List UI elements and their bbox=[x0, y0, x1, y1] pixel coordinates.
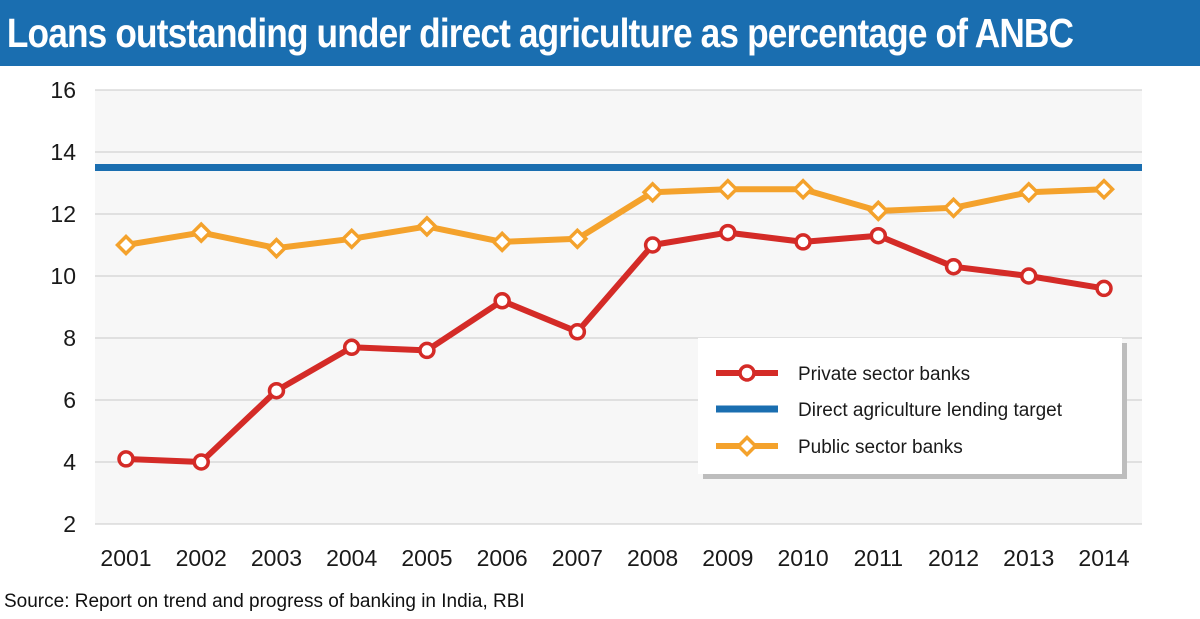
x-tick-label-2011: 2011 bbox=[854, 545, 903, 571]
legend-label-target: Direct agriculture lending target bbox=[798, 400, 1063, 421]
data-point-public-2002 bbox=[190, 221, 213, 244]
line-chart: 16 14 12 10 8 6 4 2 2001 2002 2003 2004 2005 2006 2007… bbox=[50, 77, 1142, 571]
data-point-public-2007 bbox=[566, 227, 589, 250]
source-note: Source: Report on trend and progress of … bbox=[4, 591, 525, 612]
data-point-public-2014 bbox=[1093, 178, 1115, 201]
y-tick-label-16: 16 bbox=[50, 77, 76, 103]
x-tick-label-2007: 2007 bbox=[552, 545, 603, 571]
data-point-private-2006 bbox=[493, 292, 511, 310]
data-point-private-2010 bbox=[794, 233, 812, 251]
legend-marker-public bbox=[736, 435, 758, 457]
data-point-public-2010 bbox=[792, 178, 815, 201]
data-point-public-2005 bbox=[415, 215, 438, 238]
data-point-public-2013 bbox=[1017, 181, 1040, 204]
x-tick-label-2012: 2012 bbox=[928, 545, 979, 571]
data-point-public-2003 bbox=[265, 237, 288, 260]
title-bar: Loans outstanding under direct agricultu… bbox=[0, 0, 1200, 66]
data-point-private-2002 bbox=[192, 453, 210, 471]
y-tick-label-6: 6 bbox=[63, 387, 76, 413]
data-point-public-2008 bbox=[641, 181, 664, 204]
x-tick-label-2010: 2010 bbox=[777, 545, 828, 571]
data-point-public-2006 bbox=[491, 230, 514, 253]
data-point-private-2014 bbox=[1095, 279, 1113, 298]
data-point-private-2005 bbox=[418, 341, 436, 360]
x-tick-label-2006: 2006 bbox=[477, 545, 528, 571]
data-point-private-2007 bbox=[568, 323, 587, 341]
data-point-private-2008 bbox=[643, 236, 662, 254]
data-point-private-2003 bbox=[267, 381, 286, 400]
data-point-public-2012 bbox=[942, 196, 965, 219]
x-tick-label-2005: 2005 bbox=[401, 545, 452, 571]
data-point-public-2004 bbox=[340, 227, 363, 250]
data-point-private-2004 bbox=[342, 338, 361, 357]
data-point-private-2012 bbox=[944, 257, 963, 276]
x-tick-label-2013: 2013 bbox=[1003, 545, 1054, 571]
legend-label-private: Private sector banks bbox=[798, 364, 970, 385]
chart-title: Loans outstanding under direct agricultu… bbox=[6, 9, 1074, 56]
series-line-public bbox=[125, 186, 1105, 252]
y-tick-label-4: 4 bbox=[63, 449, 76, 475]
x-tick-label-2002: 2002 bbox=[176, 545, 227, 571]
data-point-public-2011 bbox=[867, 199, 890, 222]
data-point-public-2001 bbox=[115, 234, 137, 256]
chart-area: 16 14 12 10 8 6 4 2 2001 2002 2003 2004 2005 2006 2007… bbox=[0, 66, 1200, 586]
legend-marker-private bbox=[738, 364, 756, 382]
y-tick-label-2: 2 bbox=[63, 511, 76, 537]
series-line-private bbox=[125, 229, 1105, 465]
data-point-private-2001 bbox=[117, 450, 135, 468]
x-tick-label-2001: 2001 bbox=[100, 545, 151, 571]
legend-label-public: Public sector banks bbox=[798, 437, 963, 458]
y-tick-label-14: 14 bbox=[50, 139, 76, 165]
y-tick-label-8: 8 bbox=[63, 325, 76, 351]
data-point-private-2011 bbox=[869, 226, 888, 245]
data-point-private-2013 bbox=[1020, 267, 1038, 285]
x-tick-label-2009: 2009 bbox=[702, 545, 753, 571]
data-point-private-2009 bbox=[719, 223, 737, 242]
data-point-public-2009 bbox=[716, 178, 739, 201]
y-tick-label-10: 10 bbox=[50, 263, 76, 289]
x-tick-label-2008: 2008 bbox=[627, 545, 678, 571]
x-tick-label-2014: 2014 bbox=[1078, 545, 1129, 571]
x-tick-label-2004: 2004 bbox=[326, 545, 377, 571]
y-tick-label-12: 12 bbox=[50, 201, 76, 227]
x-tick-label-2003: 2003 bbox=[251, 545, 302, 571]
